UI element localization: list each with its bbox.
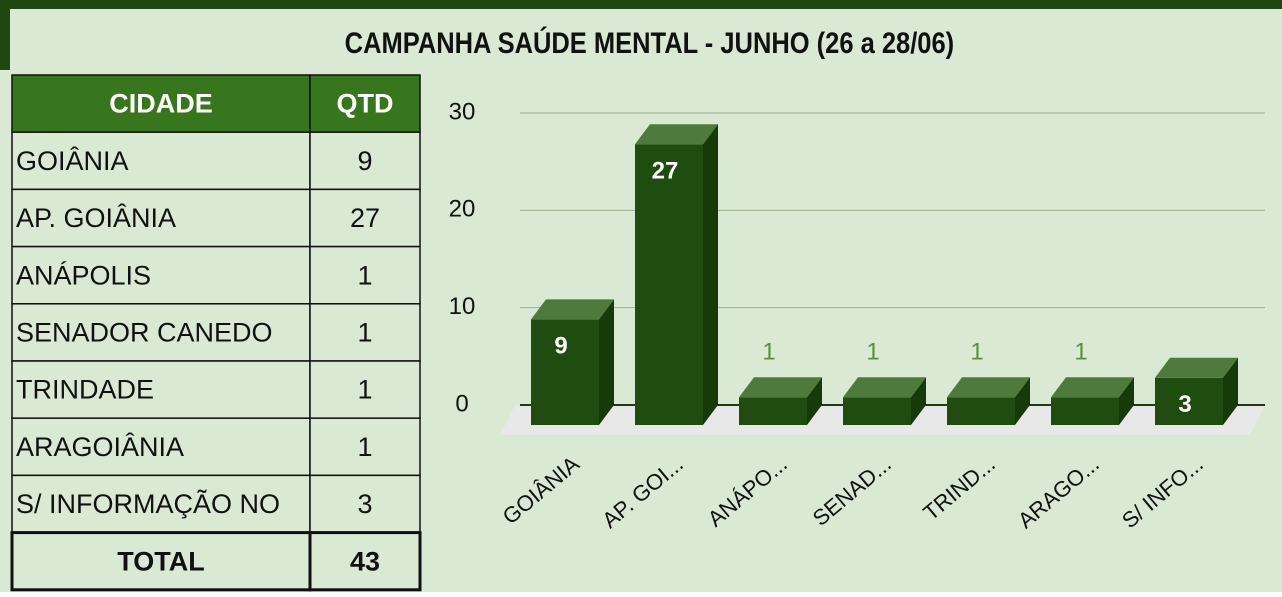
- table-text: 3: [357, 489, 372, 519]
- table-text: ARAGOIÂNIA: [16, 431, 184, 462]
- table-text: QTD: [337, 89, 394, 119]
- data-label: 27: [652, 158, 679, 185]
- bar-top: [1155, 357, 1238, 378]
- bar-side: [911, 377, 926, 425]
- data-label: 1: [970, 339, 983, 366]
- top-border: [0, 0, 1282, 9]
- table-cell: [309, 360, 421, 419]
- table-cell: [11, 74, 311, 133]
- table-text: S/ INFORMAÇÃO NO: [16, 488, 280, 519]
- table-cell: [11, 303, 311, 362]
- bar-side: [1015, 377, 1030, 425]
- table-cell: [309, 245, 421, 305]
- bar: [531, 319, 599, 425]
- table-cell: [10, 531, 312, 592]
- bar-top: [635, 124, 718, 145]
- table-text: ANÁPOLIS: [16, 260, 151, 290]
- table-cell: [309, 74, 421, 133]
- table-text: 27: [350, 203, 380, 233]
- table-cell: [308, 531, 422, 592]
- table-cell: [11, 131, 311, 191]
- table-text: AP. GOIÂNIA: [16, 202, 176, 233]
- bar: [635, 144, 703, 425]
- bar-side: [1223, 357, 1238, 425]
- y-tick-label: 0: [455, 390, 468, 417]
- table: CIDADE QTD GOIÂNIA 9 AP. GOIÂNIA 27 ANÁPOLIS 1 S…: [10, 74, 422, 592]
- y-tick-label: 10: [449, 293, 476, 320]
- data-label: 1: [866, 339, 879, 366]
- y-tick-label: 30: [449, 98, 476, 125]
- bar-top: [947, 377, 1030, 398]
- data-label: 1: [762, 339, 775, 366]
- table-text: CIDADE: [109, 89, 213, 119]
- bar: [1155, 377, 1223, 425]
- table-cell: [11, 474, 311, 534]
- table-text: SENADOR CANEDO: [16, 318, 273, 348]
- table-text: 1: [357, 318, 372, 348]
- bar-side: [599, 299, 614, 425]
- table-text: 1: [357, 432, 372, 462]
- table-text: TOTAL: [117, 546, 205, 576]
- title: CAMPANHA SAÚDE MENTAL - JUNHO (26 a 28/0…: [345, 26, 954, 59]
- bar-top: [843, 377, 926, 398]
- table-text: 1: [357, 260, 372, 290]
- bar: [1051, 397, 1119, 425]
- bar: [843, 397, 911, 425]
- data-label: 3: [1178, 391, 1191, 418]
- y-tick-label: 20: [449, 196, 476, 223]
- bar-side: [1119, 377, 1134, 425]
- bar-top: [739, 377, 822, 398]
- table-cell: [309, 417, 421, 477]
- table-cell: [11, 245, 311, 305]
- left-border: [0, 0, 10, 70]
- table-cell: [11, 417, 311, 477]
- table-text: 1: [357, 375, 372, 405]
- bar-side: [703, 124, 718, 425]
- data-label: 9: [554, 333, 567, 360]
- table-cell: [309, 474, 421, 534]
- table-text: TRINDADE: [16, 375, 154, 405]
- table-text: 43: [350, 546, 380, 576]
- table-cell: [309, 303, 421, 362]
- bar: [739, 397, 807, 425]
- bar-side: [807, 377, 822, 425]
- table-text: GOIÂNIA: [16, 145, 129, 176]
- bar: [947, 397, 1015, 425]
- table-text: 9: [357, 146, 372, 176]
- data-label: 1: [1074, 339, 1087, 366]
- bar-top: [1051, 377, 1134, 398]
- bar-top: [531, 299, 614, 320]
